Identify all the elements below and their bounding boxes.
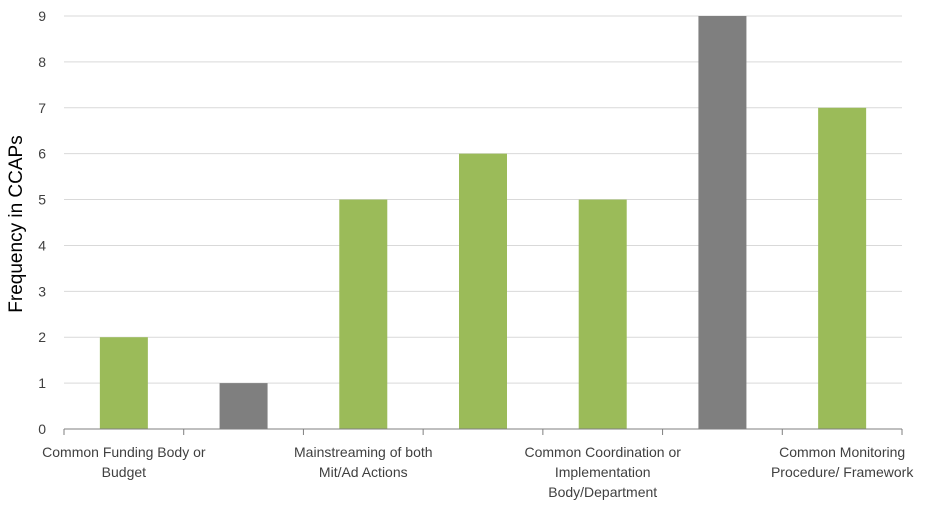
y-tick-label: 1: [38, 375, 46, 391]
y-tick-label: 8: [38, 54, 46, 70]
y-tick-label: 9: [38, 8, 46, 24]
bar: [818, 107, 867, 430]
x-axis: [63, 428, 903, 435]
bar: [698, 16, 747, 429]
y-tick-label: 4: [38, 237, 46, 253]
y-tick-label: 2: [38, 329, 46, 345]
bar: [459, 153, 507, 429]
y-tick-label: 6: [38, 146, 46, 162]
y-tick-label: 0: [38, 421, 46, 437]
y-axis-ticks: 0 1 2 3 4 5 6 7 8 9: [38, 8, 46, 437]
x-axis-labels: Common Funding Body or Budget Mainstreamin…: [42, 444, 914, 500]
bar: [578, 199, 627, 429]
bar: [99, 337, 148, 429]
bars: [99, 16, 867, 430]
x-category-label: Mainstreaming of both Mit/Ad Actions: [294, 444, 433, 480]
y-tick-label: 5: [38, 192, 46, 208]
x-category-label: Common Monitoring Procedure/ Framework: [771, 444, 914, 480]
y-axis-title: Frequency in CCAPs: [6, 135, 27, 312]
x-category-label: Common Coordination or Implementation Body…: [525, 444, 682, 500]
y-tick-label: 7: [38, 100, 46, 116]
x-category-label: Common Funding Body or Budget: [42, 444, 206, 480]
bar: [219, 383, 268, 429]
y-tick-label: 3: [38, 283, 46, 299]
bar: [339, 199, 388, 429]
